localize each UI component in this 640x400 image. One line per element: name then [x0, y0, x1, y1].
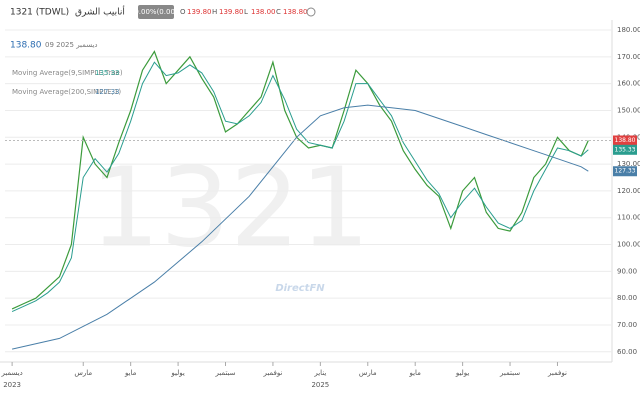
symbol: 1321 (TDWL): [10, 8, 69, 18]
x-tick-label: يوليو: [170, 369, 184, 377]
ohlc-key: H: [212, 8, 217, 16]
price-badge-label: 127.33: [615, 168, 636, 175]
legend-name: Moving Average(9,SIMPLE,True): [12, 69, 123, 77]
x-tick-label: سبتمبر: [214, 369, 235, 377]
x-tick-label: نوفمبر: [262, 369, 282, 377]
ohlc-value: 138.80: [283, 8, 308, 16]
ohlc-value: 139.80: [187, 8, 212, 16]
y-tick-label: 60.00: [617, 348, 637, 356]
y-tick-label: 120.00: [617, 187, 640, 195]
y-tick-label: 150.00: [617, 106, 640, 114]
series-line: [11, 61, 589, 313]
series-line: [11, 50, 589, 310]
x-tick-label: مايو: [408, 369, 421, 377]
legend-value: 127.33: [95, 88, 120, 96]
y-tick-label: 70.00: [617, 321, 637, 329]
y-tick-label: 80.00: [617, 294, 637, 302]
y-tick-label: 130.00: [617, 160, 640, 168]
x-tick-label: يوليو: [455, 369, 469, 377]
date: 09 ديسمبر 2025: [45, 41, 98, 49]
ohlc-key: C: [276, 8, 281, 16]
y-tick-label: 110.00: [617, 214, 640, 222]
x-tick-label: مارس: [359, 369, 377, 377]
y-tick-label: 180.00: [617, 26, 640, 34]
y-tick-label: 90.00: [617, 267, 637, 275]
price-badge-label: 135.33: [615, 146, 636, 153]
change-box: [138, 5, 174, 19]
x-tick-label: ديسمبر: [0, 369, 22, 377]
x-tick-label: مارس: [74, 369, 92, 377]
price-badge: [613, 144, 637, 155]
x-year-label: 2023: [3, 381, 21, 389]
last-price: 138.80: [10, 41, 42, 51]
ohlc-key: L: [244, 8, 248, 16]
y-tick-label: 170.00: [617, 53, 640, 61]
price-badge: [613, 166, 637, 177]
y-tick-label: 160.00: [617, 80, 640, 88]
x-tick-label: يناير: [313, 369, 326, 377]
ohlc-value: 139.80: [219, 8, 244, 16]
price-badge-label: 138.80: [615, 137, 636, 144]
brand: DirectFN: [275, 283, 325, 294]
change: 0.00%(0.00): [134, 8, 178, 16]
ohlc-key: O: [180, 8, 186, 16]
legend-name: Moving Average(200,SIMPLE,1): [12, 88, 121, 96]
watermark: 1321: [90, 143, 370, 271]
x-tick-label: سبتمبر: [499, 369, 520, 377]
name: أنابيب الشرق: [75, 6, 125, 18]
series-line: [11, 104, 589, 350]
x-tick-label: مايو: [124, 369, 137, 377]
legend-value: 135.33: [95, 69, 120, 77]
x-year-label: 2025: [311, 381, 329, 389]
ohlc-value: 138.00: [251, 8, 276, 16]
x-tick-label: نوفمبر: [547, 369, 567, 377]
ohlc: O 139.80 H 139.80 L 138.00 C 138.80: [180, 8, 308, 16]
price-badge: [613, 135, 637, 146]
settings-icon[interactable]: [306, 7, 316, 17]
y-tick-label: 100.00: [617, 241, 640, 249]
